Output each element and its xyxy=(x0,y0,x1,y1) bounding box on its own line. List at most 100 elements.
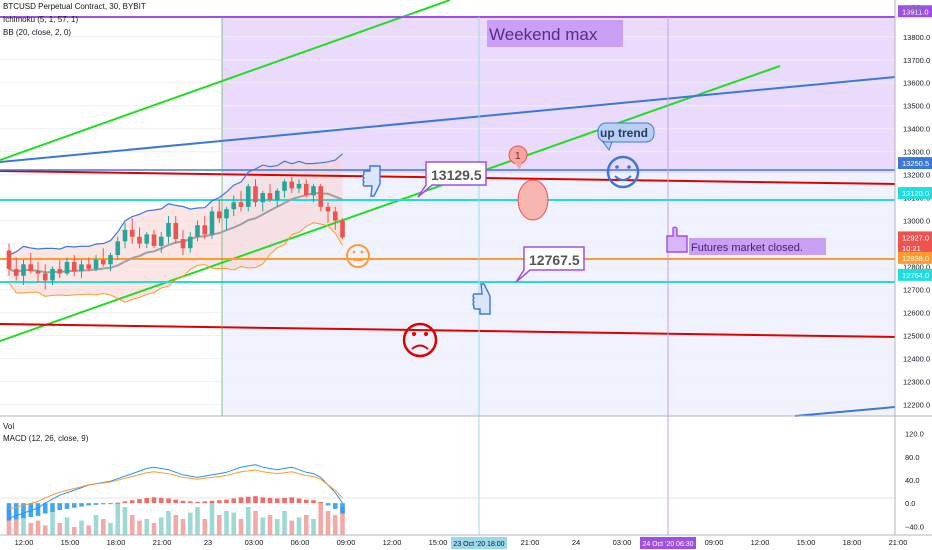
candle-body xyxy=(216,211,222,219)
price-tick-label: 13800.0 xyxy=(903,33,930,42)
candle-body xyxy=(21,264,26,276)
volume-bar xyxy=(289,520,295,535)
macd-bar xyxy=(311,500,316,504)
price-tick-label: 12500.0 xyxy=(903,332,930,341)
macd-bar xyxy=(173,499,179,504)
macd-bar xyxy=(108,503,113,505)
price-callout-lower[interactable] xyxy=(515,246,585,283)
volume-bars xyxy=(6,503,345,535)
candle-body xyxy=(71,262,77,272)
uptrend-bubble[interactable] xyxy=(597,122,655,143)
pointing-hand-icon[interactable] xyxy=(666,226,688,253)
macd-bar xyxy=(144,497,150,504)
macd-bar xyxy=(50,503,55,512)
macd-bar xyxy=(187,501,193,504)
price-tick-label: 12400.0 xyxy=(903,355,930,364)
time-tick-label: 12:00 xyxy=(751,538,770,547)
macd-legend[interactable]: MACD (12, 26, close, 9) xyxy=(3,434,89,443)
price-callout-lower-text: 12767.5 xyxy=(529,252,580,268)
macd-bar xyxy=(100,503,106,505)
macd-bar xyxy=(340,503,345,514)
lower-green-trendline[interactable] xyxy=(0,65,781,342)
candle-body xyxy=(151,234,157,246)
price-tag xyxy=(898,5,932,18)
volume-bar xyxy=(267,515,273,535)
candle-body xyxy=(64,262,70,274)
time-tick-label: 12:00 xyxy=(383,538,402,547)
candle-body xyxy=(325,206,331,212)
blue-bottom-trendline[interactable] xyxy=(794,406,896,417)
ichimoku-legend[interactable]: Ichimoku (5, 1, 57, 1) xyxy=(3,15,79,24)
red-support-line[interactable] xyxy=(0,323,896,338)
macd-bar xyxy=(245,496,251,504)
time-axis[interactable]: 12:00 15:00 18:00 21:00 23 03:00 06:00 09:00 12:… xyxy=(15,537,908,549)
price-tick-label: 13400.0 xyxy=(903,125,930,134)
happy-face-icon[interactable] xyxy=(606,155,640,189)
bb-upper-line xyxy=(8,153,343,256)
price-callout-upper[interactable] xyxy=(417,161,487,198)
futures-label-box[interactable] xyxy=(689,238,826,255)
time-highlight-label: 24 Oct '20 06:30 xyxy=(642,541,693,548)
time-highlight xyxy=(451,537,507,549)
volume-bar xyxy=(137,520,142,535)
macd-line xyxy=(8,464,343,519)
macd-bar xyxy=(158,497,164,504)
thumbs-down-icon[interactable] xyxy=(362,165,381,197)
candle-body xyxy=(340,220,345,238)
weekend-max-label-box[interactable] xyxy=(487,20,623,47)
candle-body xyxy=(209,211,215,235)
volume-bar xyxy=(332,515,338,535)
futures-label: Futures market closed. xyxy=(691,242,803,254)
volume-legend[interactable]: Vol xyxy=(3,422,15,431)
macd-tick-label: 40.0 xyxy=(905,476,920,485)
time-tick-label: 15:00 xyxy=(797,538,816,547)
price-tick-label: 12200.0 xyxy=(903,401,930,410)
uptrend-bubble-tail xyxy=(602,141,613,152)
macd-bar xyxy=(224,499,229,504)
time-tick-label: 21:00 xyxy=(889,538,908,547)
candle-body xyxy=(79,264,84,272)
upper-green-trendline[interactable] xyxy=(0,0,451,161)
volume-bar xyxy=(122,507,128,535)
volume-bar xyxy=(50,511,55,535)
neutral-face-icon[interactable] xyxy=(346,244,370,268)
volume-bar xyxy=(86,525,92,535)
volume-bar xyxy=(195,507,200,535)
price-tag xyxy=(898,251,932,264)
candle-body xyxy=(318,186,324,207)
volume-bar xyxy=(325,511,331,535)
candle-body xyxy=(86,264,92,269)
macd-tick-label: 80.0 xyxy=(905,453,920,462)
sad-face-icon[interactable] xyxy=(402,322,438,358)
volume-bar xyxy=(340,507,345,535)
time-highlight-label: 23 Oct '20 18:00 xyxy=(453,541,504,548)
macd-bar xyxy=(93,503,99,505)
volume-bar xyxy=(216,515,222,535)
candles xyxy=(6,176,345,290)
volume-bar xyxy=(129,515,135,535)
macd-bar xyxy=(325,503,331,506)
volume-bar xyxy=(71,527,77,535)
price-tick-label: 12700.0 xyxy=(903,286,930,295)
bb-legend[interactable]: BB (20, close, 2, 0) xyxy=(3,28,72,37)
symbol-title[interactable]: BTCUSD Perpetual Contract, 30, BYBIT xyxy=(3,2,146,11)
price-tick-label: 13200.0 xyxy=(903,171,930,180)
time-tick-label: 15:00 xyxy=(61,538,80,547)
macd-bar xyxy=(166,498,171,504)
volume-bar xyxy=(311,519,316,535)
macd-bar xyxy=(21,503,26,519)
thumbs-up-icon[interactable] xyxy=(472,283,491,315)
candle-body xyxy=(115,241,121,256)
candle-body xyxy=(180,239,186,249)
macd-bar xyxy=(86,503,92,506)
volume-bar xyxy=(93,515,99,535)
time-tick-label: 03:00 xyxy=(245,538,264,547)
blue-trendline[interactable] xyxy=(0,76,896,163)
macd-bar xyxy=(332,503,338,509)
candle-body xyxy=(108,255,113,265)
macd-bar xyxy=(296,498,302,504)
red-circle-marker[interactable] xyxy=(517,179,549,221)
grid-lines xyxy=(0,36,895,406)
volume-bar xyxy=(245,507,251,535)
